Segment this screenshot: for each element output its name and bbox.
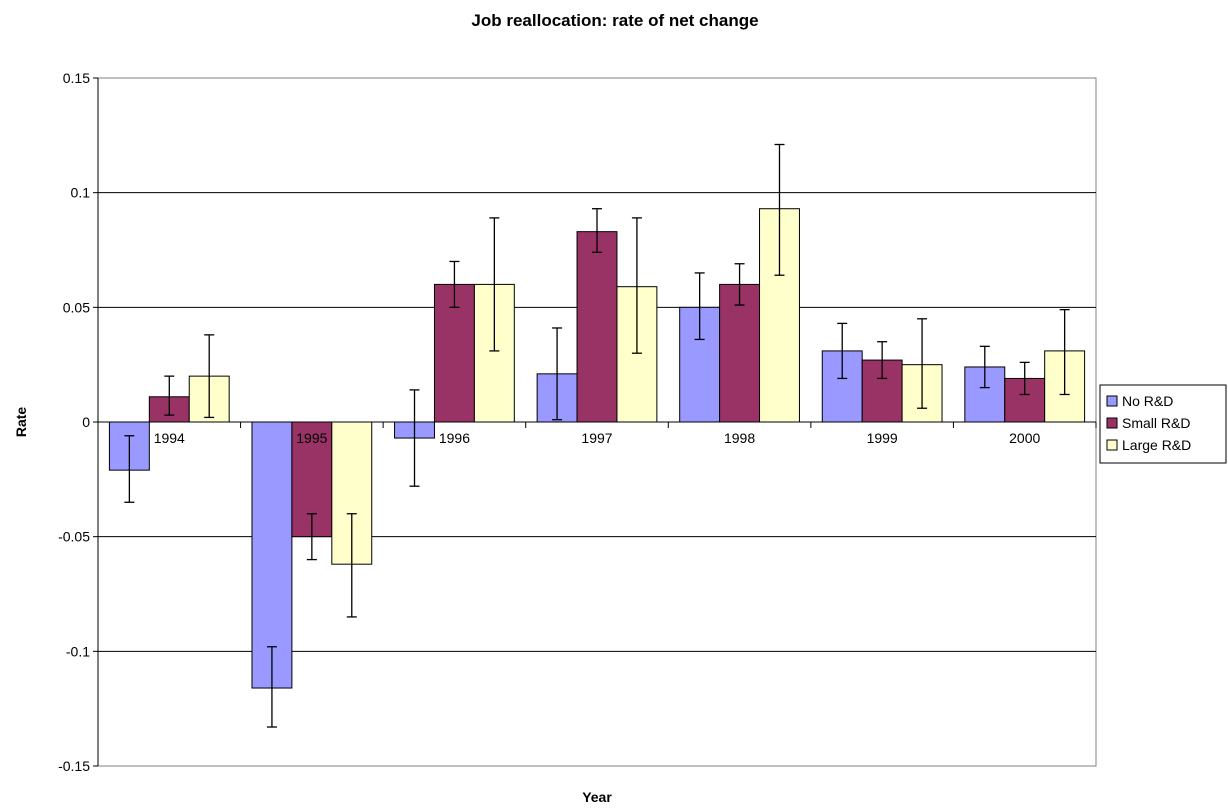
x-tick-label: 1996 <box>439 430 470 446</box>
y-tick-label: -0.05 <box>58 529 90 545</box>
legend-label: No R&D <box>1122 393 1173 409</box>
y-axis-title: Rate <box>13 407 29 438</box>
legend-label: Small R&D <box>1122 415 1190 431</box>
x-tick-label: 1998 <box>724 430 755 446</box>
y-tick-label: -0.1 <box>66 643 90 659</box>
legend-swatch <box>1106 395 1118 407</box>
x-tick-label: 1997 <box>581 430 612 446</box>
axes: 0.15 0.1 0.05 0 -0.05 -0.1 -0.15 1994 1995 1996 19… <box>58 70 1097 774</box>
error-bars <box>124 143 1070 728</box>
legend-swatch <box>1106 417 1118 429</box>
y-tick-label: 0.1 <box>71 185 91 201</box>
x-tick-label: 2000 <box>1009 430 1040 446</box>
y-tick-label: 0 <box>82 414 90 430</box>
y-tick-label: -0.15 <box>58 758 90 774</box>
legend-swatch <box>1106 439 1118 451</box>
bar <box>719 283 761 423</box>
x-axis-title: Year <box>582 789 612 805</box>
bar <box>576 231 618 423</box>
x-tick-label: 1994 <box>154 430 185 446</box>
legend-box <box>1099 384 1227 464</box>
y-tick-label: 0.15 <box>63 70 90 86</box>
chart-title: Job reallocation: rate of net change <box>471 11 758 30</box>
y-tick-label: 0.05 <box>63 299 90 315</box>
legend: No R&D Small R&D Large R&D <box>1099 384 1227 464</box>
x-tick-label: 1995 <box>296 430 327 446</box>
x-tick-label: 1999 <box>867 430 898 446</box>
legend-label: Large R&D <box>1122 437 1191 453</box>
